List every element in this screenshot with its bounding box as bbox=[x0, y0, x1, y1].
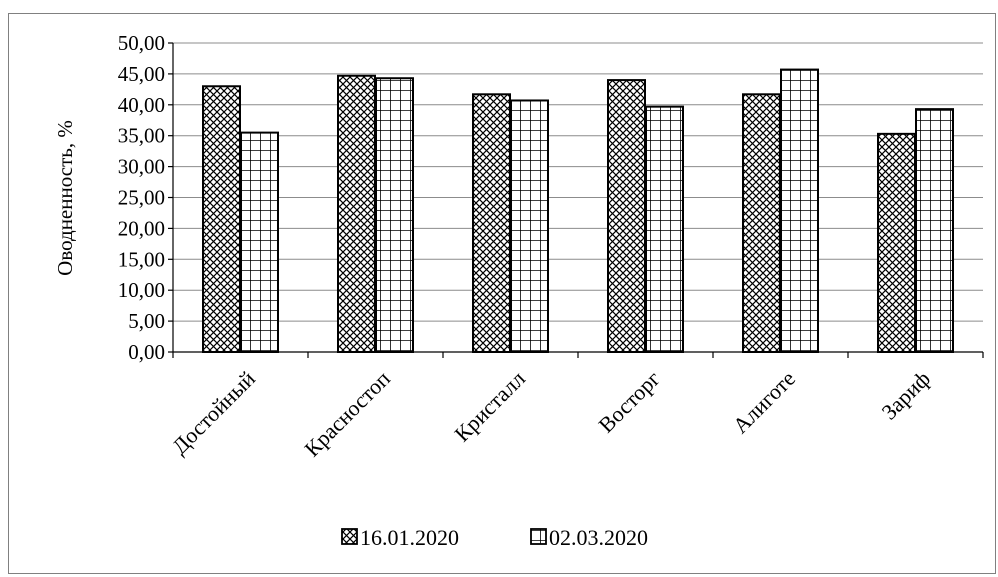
legend-label: 16.01.2020 bbox=[360, 525, 459, 550]
y-tick-label: 0,00 bbox=[128, 340, 165, 364]
gridlines bbox=[173, 42, 983, 322]
bars bbox=[202, 68, 954, 354]
bar-series2 bbox=[645, 105, 684, 353]
legend: 16.01.2020 02.03.2020 bbox=[341, 525, 648, 550]
bar-series2 bbox=[510, 99, 549, 353]
y-tick-label: 35,00 bbox=[118, 124, 165, 148]
bar-series2 bbox=[240, 131, 279, 353]
chart-frame bbox=[8, 13, 996, 574]
x-category-label: Зариф bbox=[876, 366, 935, 425]
y-tick-label: 40,00 bbox=[118, 93, 165, 117]
category-labels: Достойный Красностоп Кристалл Восторг Алигот… bbox=[167, 366, 935, 462]
y-tick-label: 10,00 bbox=[118, 278, 165, 302]
bar-series2 bbox=[780, 68, 819, 353]
bar-series1 bbox=[877, 132, 916, 353]
bar-series1 bbox=[607, 79, 646, 354]
x-category-label: Восторг bbox=[593, 366, 665, 438]
x-category-label: Достойный bbox=[167, 366, 260, 459]
legend-swatch bbox=[341, 528, 358, 545]
y-tick-label: 5,00 bbox=[128, 309, 165, 333]
y-tick-label: 25,00 bbox=[118, 186, 165, 210]
y-tick-labels: 0,00 5,00 10,00 15,00 20,00 25,00 30,00 35,00 40… bbox=[118, 31, 165, 364]
y-axis-title: Оводненность, % bbox=[53, 120, 77, 276]
y-tick-label: 15,00 bbox=[118, 247, 165, 271]
x-category-label: Красностоп bbox=[299, 366, 395, 462]
axes bbox=[168, 42, 984, 358]
y-tick-label: 45,00 bbox=[118, 62, 165, 86]
bar-series1 bbox=[472, 93, 511, 353]
y-tick-label: 50,00 bbox=[118, 31, 165, 55]
bar-series1 bbox=[337, 74, 376, 353]
legend-label: 02.03.2020 bbox=[549, 525, 648, 550]
y-tick-label: 30,00 bbox=[118, 155, 165, 179]
legend-swatch bbox=[530, 528, 547, 545]
bar-series1 bbox=[202, 85, 241, 353]
bar-series2 bbox=[915, 108, 954, 353]
bar-series1 bbox=[742, 93, 781, 353]
y-tick-label: 20,00 bbox=[118, 216, 165, 240]
x-category-label: Алиготе bbox=[728, 366, 800, 438]
x-category-label: Кристалл bbox=[449, 366, 530, 447]
bar-series2 bbox=[375, 77, 414, 353]
